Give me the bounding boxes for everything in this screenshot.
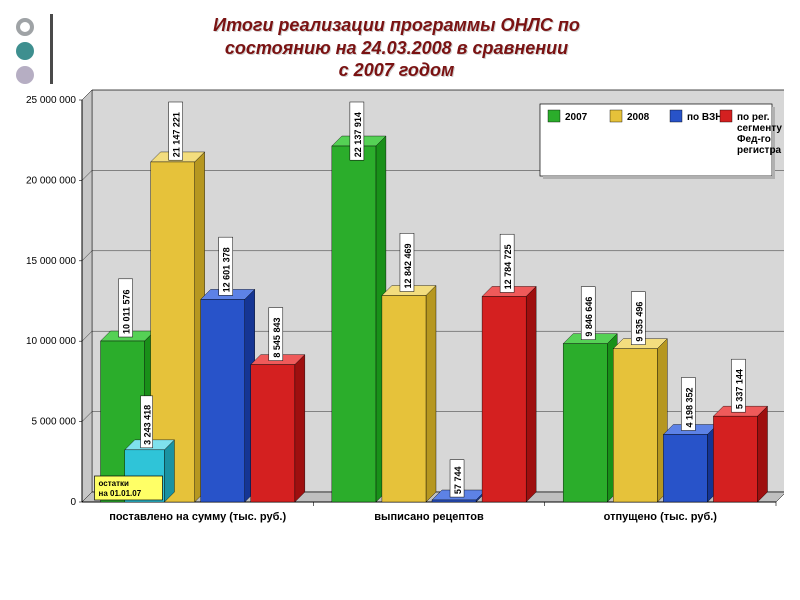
svg-text:Фед-го: Фед-го	[737, 134, 771, 145]
svg-text:9 846 646: 9 846 646	[584, 297, 594, 337]
header-divider	[50, 14, 53, 84]
svg-text:20 000 000: 20 000 000	[26, 175, 76, 186]
svg-text:регистра: регистра	[737, 145, 782, 156]
svg-text:21 147 221: 21 147 221	[172, 112, 182, 157]
svg-text:12 601 378: 12 601 378	[222, 247, 232, 292]
svg-text:сегменту: сегменту	[737, 123, 782, 134]
bullet-dot-2	[16, 42, 34, 60]
title-line-1: Итоги реализации программы ОНЛС по	[213, 15, 580, 35]
title-line-3: с 2007 годом	[339, 60, 455, 80]
svg-text:3 243 418: 3 243 418	[143, 405, 153, 445]
svg-text:25 000 000: 25 000 000	[26, 95, 76, 106]
svg-text:15 000 000: 15 000 000	[26, 256, 76, 267]
decorative-bullets	[16, 14, 34, 84]
svg-text:10 000 000: 10 000 000	[26, 336, 76, 347]
svg-text:12 842 469: 12 842 469	[403, 243, 413, 288]
svg-text:12 784 725: 12 784 725	[503, 244, 513, 289]
svg-text:2007: 2007	[565, 112, 588, 123]
bullet-dot-3	[16, 66, 34, 84]
svg-text:4 198 352: 4 198 352	[684, 387, 694, 427]
page-title: Итоги реализации программы ОНЛС по состо…	[69, 14, 784, 82]
svg-text:9 535 496: 9 535 496	[634, 302, 644, 342]
svg-text:10 011 576: 10 011 576	[122, 289, 132, 334]
svg-text:5 000 000: 5 000 000	[32, 417, 77, 428]
svg-text:на 01.01.07: на 01.01.07	[99, 489, 142, 498]
svg-text:22 137 914: 22 137 914	[353, 112, 363, 157]
title-line-2: состоянию на 24.03.2008 в сравнении	[225, 38, 568, 58]
svg-text:по ВЗН: по ВЗН	[687, 112, 723, 123]
svg-text:по рег.: по рег.	[737, 112, 770, 123]
svg-text:остатки: остатки	[99, 479, 130, 488]
svg-text:57 744: 57 744	[453, 467, 463, 495]
svg-text:5 337 144: 5 337 144	[734, 369, 744, 409]
bullet-dot-1	[16, 18, 34, 36]
svg-text:выписано рецептов: выписано рецептов	[374, 511, 484, 523]
svg-text:0: 0	[70, 497, 76, 508]
svg-text:2008: 2008	[627, 112, 650, 123]
svg-text:поставлено на сумму (тыс. руб.: поставлено на сумму (тыс. руб.)	[109, 511, 286, 523]
svg-text:отпущено (тыс. руб.): отпущено (тыс. руб.)	[604, 511, 718, 523]
svg-text:8 545 843: 8 545 843	[272, 318, 282, 358]
bar-chart-3d: 0 5 000 000 10 000 000 15 000 000 20 000 000…	[16, 88, 784, 548]
